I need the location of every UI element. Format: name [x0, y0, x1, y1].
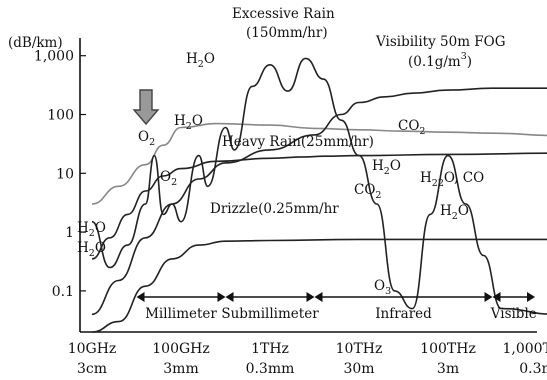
arrow-left-icon: [136, 292, 145, 302]
arrow-right-icon: [527, 292, 535, 302]
h2o-co-label: H22O, CO: [420, 170, 484, 189]
y-tick-label: 1: [65, 225, 74, 241]
series-line: [91, 57, 547, 315]
band-label: Millimeter: [145, 306, 217, 322]
arrow-right-icon: [484, 292, 493, 302]
annotations: Excessive Rain (150mm/hr) Visibility 50m…: [77, 6, 506, 297]
o2-label-1: O2: [138, 129, 155, 148]
y-tick-label: 0.1: [52, 284, 74, 300]
band-arrows: Millimeter Submillimeter Infrared Visible: [136, 292, 537, 322]
arrow-left-icon: [314, 292, 323, 302]
y-tick-labels: 1,000 100 10 1 0.1: [34, 49, 86, 300]
h2o-label-ir-2: H2O: [440, 203, 469, 222]
h2o-label-top: H2O: [186, 51, 215, 70]
down-arrow-icon: [132, 89, 160, 126]
fog-density: (0.1g/m3): [408, 51, 472, 70]
band-label: Infrared: [375, 306, 432, 322]
x-tick-wavelength: 0.3mm: [246, 361, 295, 377]
o3-label: O3: [374, 278, 391, 297]
excessive-rain-label: Excessive Rain: [232, 6, 335, 22]
h2o-label-mid: H2O: [174, 113, 203, 132]
x-tick-label: 100THz: [420, 341, 476, 357]
annotation-arrow: [132, 89, 160, 126]
series-line: [91, 238, 547, 333]
band-label: Visible: [490, 306, 537, 322]
series-line: [91, 122, 547, 205]
x-tick-wavelength: 3cm: [77, 361, 107, 377]
x-tick-label: 100GHz: [152, 341, 210, 357]
x-tick-wavelength: 3m: [437, 361, 459, 377]
x-tick-labels: 10GHz 3cm 100GHz 3mm 1THz 0.3mm 10THz 30m 100THz…: [68, 341, 547, 377]
drizzle-label: Drizzle(0.25mm/hr: [210, 201, 339, 217]
arrow-right-icon: [217, 292, 226, 302]
fog-density-sup: 3: [461, 51, 467, 62]
y-unit-label: (dB/km): [8, 35, 63, 51]
excessive-rain-rate: (150mm/hr): [246, 25, 328, 41]
fog-density-end: ): [467, 54, 472, 70]
chart-axes: [79, 38, 537, 333]
fog-label: Visibility 50m FOG: [375, 34, 506, 50]
co2-label-1: CO2: [398, 118, 425, 137]
x-tick-wavelength: 0.3m: [519, 361, 547, 377]
x-tick-label: 10GHz: [68, 341, 117, 357]
y-tick-label: 1,000: [34, 49, 74, 65]
x-tick-wavelength: 30m: [343, 361, 374, 377]
x-tick-label: 1,000THz: [502, 341, 547, 357]
series-line: [91, 152, 547, 260]
y-tick-label: 100: [47, 108, 74, 124]
co2-label-2: CO2: [354, 182, 381, 201]
h2o-label-left-2: H2O: [77, 240, 106, 259]
o2-label-2: O2: [160, 169, 177, 188]
arrow-left-icon: [492, 292, 501, 302]
band-label: Submillimeter: [221, 306, 319, 322]
h2o-label-ir-1: H2O: [372, 158, 401, 177]
fog-density-text: (0.1g/m: [408, 54, 461, 70]
arrow-right-icon: [306, 292, 315, 302]
h2o-label-left-1: H2O: [77, 220, 106, 239]
x-tick-wavelength: 3mm: [163, 361, 198, 377]
series-line: [91, 87, 547, 316]
x-tick-label: 10THz: [336, 341, 383, 357]
arrow-left-icon: [225, 292, 234, 302]
series-lines: [91, 57, 547, 333]
x-tick-label: 1THz: [251, 341, 289, 357]
y-tick-label: 10: [56, 166, 74, 182]
heavy-rain-label: Heavy Rain(25mm/hr): [222, 134, 374, 150]
